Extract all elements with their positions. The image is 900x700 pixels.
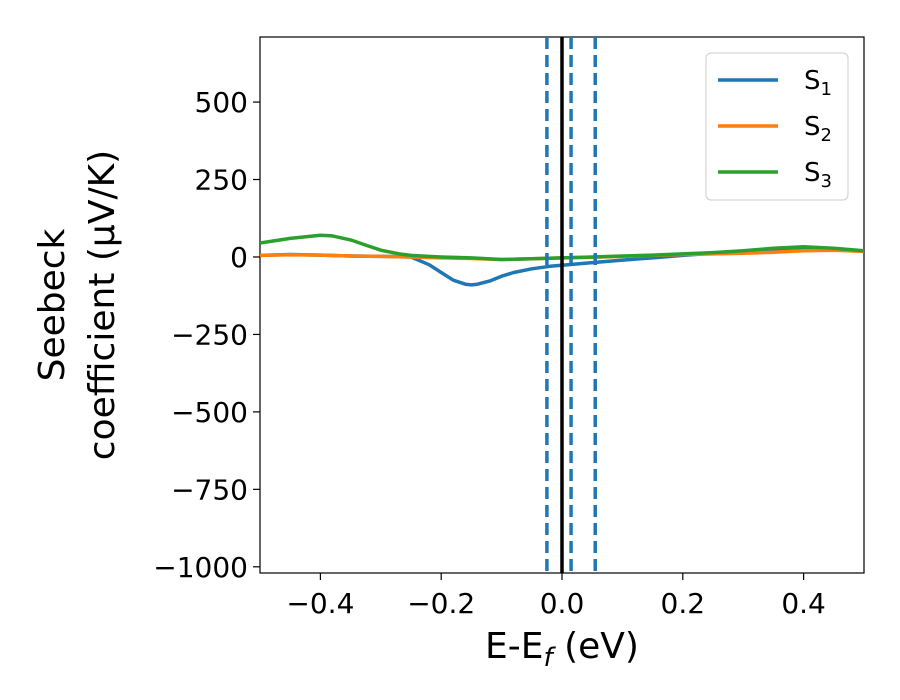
x-tick-label: 0.2	[661, 587, 706, 620]
y-tick-label: −500	[171, 396, 248, 429]
x-tick-label: −0.2	[407, 587, 475, 620]
legend-entry: S2	[804, 112, 832, 146]
series-line-s3	[260, 233, 864, 262]
x-axis-label-unit: (eV)	[553, 626, 639, 667]
y-tick-label: −250	[171, 318, 248, 351]
vline-layer	[545, 37, 597, 573]
legend: S1 S2 S3	[705, 52, 849, 201]
x-tick-label: −0.4	[286, 587, 354, 620]
legend-entry: S3	[804, 158, 832, 192]
legend-entry: S1	[804, 66, 832, 100]
x-tick-label: 0.4	[781, 587, 826, 620]
y-axis-label-line2: coefficient (μV/K)	[82, 150, 123, 460]
y-tick-label: 500	[195, 86, 248, 119]
tick-layer: −0.4 −0.2 0.0 0.2 0.4 500 250 0 −250 −500 −750 −100…	[153, 86, 826, 620]
y-tick-label: −750	[171, 473, 248, 506]
y-tick-label: 250	[195, 164, 248, 197]
x-tick-label: 0.0	[540, 587, 585, 620]
y-tick-label: 0	[230, 241, 248, 274]
y-tick-label: −1000	[153, 551, 248, 584]
y-axis-label-line1: Seebeck	[32, 228, 73, 381]
x-axis-label-main: E-E	[485, 626, 543, 667]
x-axis-label: E-Ef (eV)	[485, 626, 639, 673]
